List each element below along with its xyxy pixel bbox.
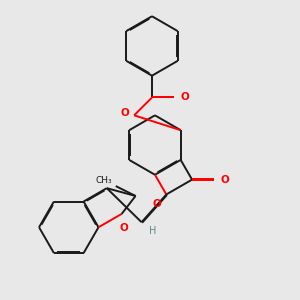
Text: O: O xyxy=(121,108,130,118)
Text: O: O xyxy=(119,223,128,233)
Text: CH₃: CH₃ xyxy=(95,176,112,185)
Text: O: O xyxy=(181,92,190,103)
Text: H: H xyxy=(149,226,157,236)
Text: O: O xyxy=(221,175,230,184)
Text: O: O xyxy=(153,200,161,209)
